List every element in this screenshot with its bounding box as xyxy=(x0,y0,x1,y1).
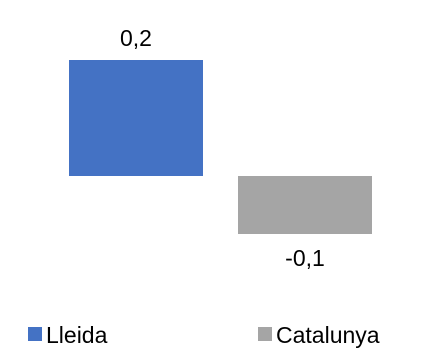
legend-swatch-catalunya xyxy=(258,327,272,341)
bars-group xyxy=(69,60,372,234)
legend: Lleida Catalunya xyxy=(28,322,380,348)
data-label-catalunya: -0,1 xyxy=(285,245,325,271)
legend-label-lleida: Lleida xyxy=(46,322,108,348)
bar-catalunya xyxy=(238,176,372,234)
bar-lleida xyxy=(69,60,203,176)
legend-label-catalunya: Catalunya xyxy=(276,322,380,348)
data-labels-group: 0,2 -0,1 xyxy=(120,25,325,271)
data-label-lleida: 0,2 xyxy=(120,25,152,51)
legend-swatch-lleida xyxy=(28,327,42,341)
